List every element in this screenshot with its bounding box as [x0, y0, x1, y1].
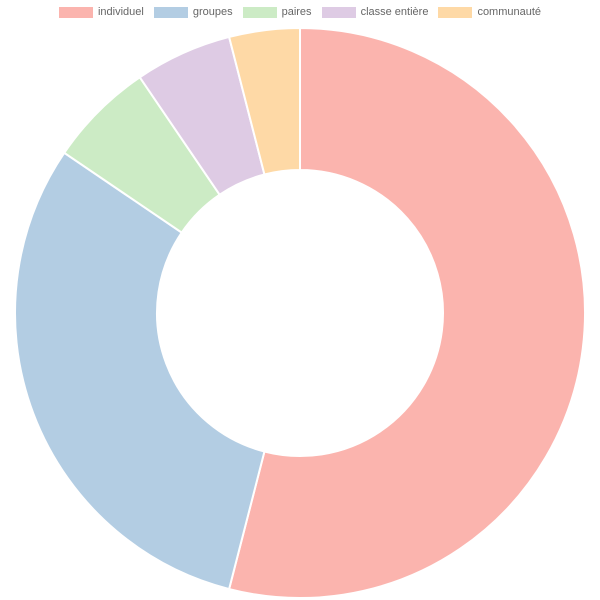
legend-item-classe-entiere[interactable]: classe entière — [321, 6, 429, 18]
legend-item-communaute[interactable]: communauté — [438, 6, 541, 18]
legend-item-groupes[interactable]: groupes — [153, 6, 233, 18]
legend-swatch-classe-entiere — [321, 6, 356, 18]
legend-label-paires: paires — [281, 6, 312, 18]
legend-swatch-paires — [242, 6, 277, 18]
slice-groupes[interactable] — [14, 151, 266, 591]
legend-label-communaute: communauté — [477, 6, 542, 18]
legend: individuel groupes paires classe entière… — [0, 6, 600, 18]
legend-item-individuel[interactable]: individuel — [58, 6, 144, 18]
legend-swatch-groupes — [153, 6, 188, 18]
legend-label-groupes: groupes — [192, 6, 233, 18]
legend-swatch-communaute — [438, 6, 473, 18]
legend-item-paires[interactable]: paires — [242, 6, 312, 18]
legend-swatch-individuel — [58, 6, 93, 18]
legend-label-classe-entiere: classe entière — [360, 6, 429, 18]
slice-communaute[interactable] — [227, 26, 301, 176]
legend-label-individuel: individuel — [97, 6, 144, 18]
slice-individuel[interactable] — [227, 26, 586, 599]
